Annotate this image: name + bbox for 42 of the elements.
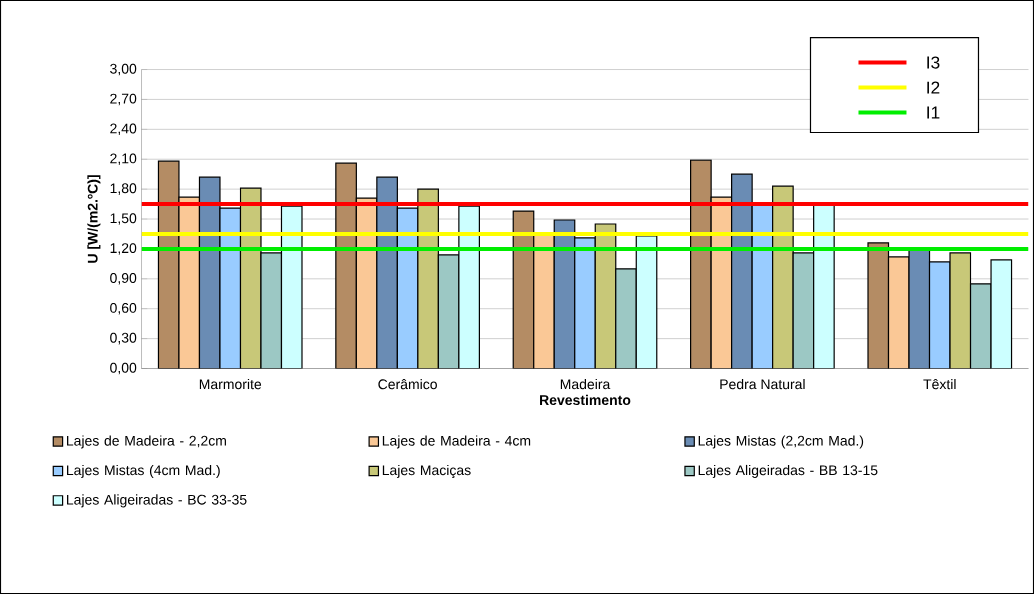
y-tick-label: 2,70 [110,93,137,106]
y-tick-label: 0,60 [110,302,137,315]
legend-label: I2 [927,81,940,94]
x-tick-label: Cerâmico [378,378,437,390]
bar [887,256,910,369]
y-tick-label: 2,40 [110,123,137,136]
bar [928,261,951,369]
x-tick-label: Pedra Natural [720,378,805,390]
legend-label: Lajes Mistas (2,2cm Mad.) [698,435,864,449]
bar [533,233,555,369]
bar [260,252,283,369]
legend-label: Lajes de Madeira - 2,2cm [67,435,226,449]
bar [574,237,596,369]
y-tick-label: 2,10 [110,153,137,165]
bar [949,252,972,369]
x-tick-label: Marmorite [199,378,262,390]
legend-label: Lajes Maciças [382,464,471,478]
x-tick-label: Madeira [560,378,611,390]
bar [813,203,835,369]
bar [969,283,992,369]
bar [335,162,357,369]
bar [792,252,815,369]
y-tick-label: 1,20 [110,243,137,255]
legend-label: Lajes Mistas (4cm Mad.) [67,464,220,478]
y-tick-label: 0,90 [110,273,137,285]
y-tick-label: 0,30 [110,332,137,345]
legend-label: Lajes Aligeiradas - BB 13-15 [698,464,878,478]
legend-label: Lajes Aligeiradas - BC 33-35 [67,494,247,508]
legend-label: I1 [927,106,940,119]
legend-label: Lajes de Madeira - 4cm [382,435,531,449]
bar [615,268,637,369]
bar [437,254,460,369]
y-tick-label: 1,80 [110,183,137,195]
bar [990,259,1013,369]
y-axis-title: U [W/(m2.ºC)] [87,175,101,263]
y-tick-label: 1,50 [110,213,137,225]
x-tick-label: Têxtil [923,378,956,390]
bar [908,248,931,369]
x-axis-title: Revestimento [540,394,631,406]
y-tick-label: 3,00 [110,63,137,76]
y-tick-label: 0,00 [110,362,137,375]
legend-label: I3 [927,56,940,69]
